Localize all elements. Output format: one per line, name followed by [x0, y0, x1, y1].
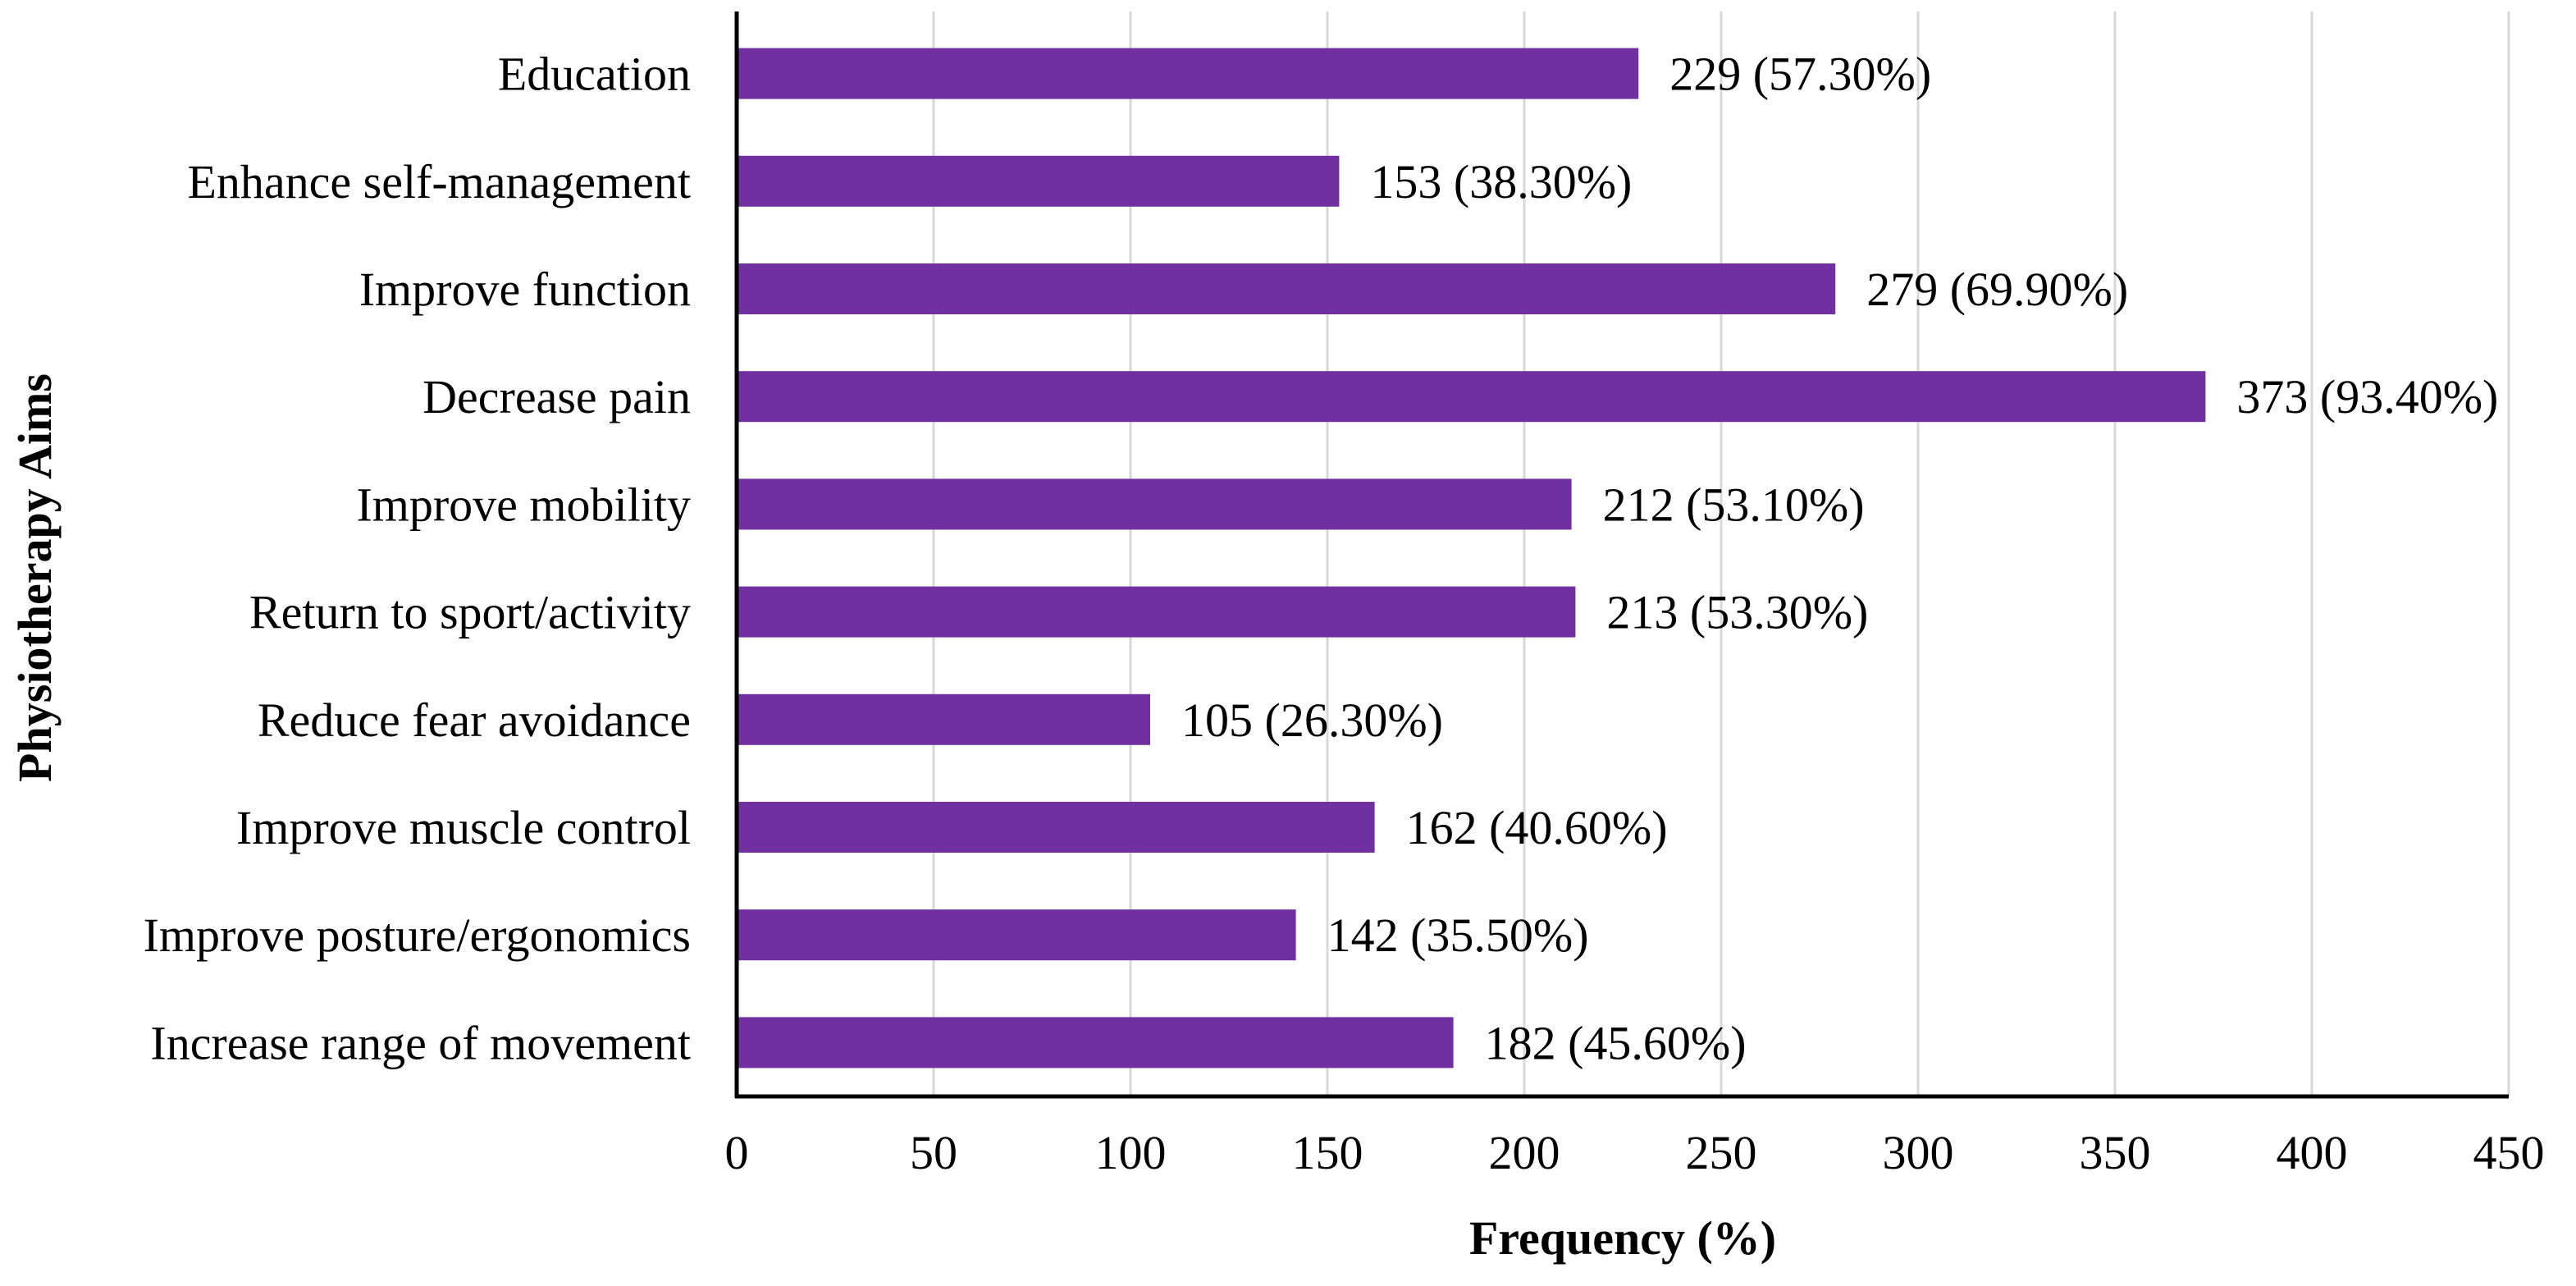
category-label: Improve function: [359, 263, 691, 316]
category-label: Improve posture/ergonomics: [144, 908, 691, 962]
y-axis-title: Physiotherapy Aims: [8, 373, 62, 782]
data-labels: 229 (57.30%) 153 (38.30%) 279 (69.90%) 373 …: [1181, 48, 2498, 1070]
x-tick-label: 200: [1489, 1126, 1560, 1179]
bar: [737, 1017, 1454, 1069]
category-label: Decrease pain: [422, 370, 691, 423]
bar: [737, 909, 1296, 961]
x-tick-label: 150: [1292, 1126, 1363, 1179]
x-tick-label: 450: [2473, 1126, 2545, 1179]
bar: [737, 155, 1340, 207]
category-label: Education: [498, 48, 691, 101]
category-label: Return to sport/activity: [249, 586, 691, 639]
bar: [737, 693, 1150, 745]
category-label: Improve mobility: [356, 478, 691, 531]
x-tick-label: 350: [2080, 1126, 2151, 1179]
x-tick-label: 50: [910, 1126, 957, 1179]
data-label: 373 (93.40%): [2236, 370, 2498, 423]
data-label: 162 (40.60%): [1406, 801, 1668, 854]
category-label: Improve muscle control: [236, 801, 691, 854]
bar: [737, 478, 1572, 530]
bar: [737, 48, 1639, 99]
category-label: Enhance self-management: [187, 155, 691, 208]
data-label: 279 (69.90%): [1866, 263, 2128, 316]
category-label: Increase range of movement: [150, 1016, 691, 1069]
x-tick-label: 250: [1686, 1126, 1757, 1179]
bar: [737, 371, 2206, 423]
data-label: 229 (57.30%): [1669, 48, 1931, 101]
x-tick-label: 100: [1095, 1126, 1167, 1179]
data-label: 142 (35.50%): [1327, 908, 1589, 962]
bar: [737, 263, 1836, 314]
category-label: Reduce fear avoidance: [258, 693, 691, 747]
data-label: 212 (53.10%): [1603, 478, 1865, 531]
data-label: 105 (26.30%): [1181, 693, 1443, 747]
x-tick-label: 400: [2277, 1126, 2348, 1179]
data-label: 213 (53.30%): [1606, 586, 1868, 639]
data-label: 153 (38.30%): [1370, 155, 1632, 208]
x-tick-label: 300: [1883, 1126, 1954, 1179]
x-tick-label: 0: [725, 1126, 749, 1179]
bar: [737, 802, 1375, 853]
axes: [734, 11, 2509, 1099]
category-labels: Education Enhance self-management Improve …: [144, 48, 691, 1070]
data-label: 182 (45.60%): [1485, 1016, 1747, 1069]
x-tick-labels: 0 50 100 150 200 250 300 350 400 450: [725, 1126, 2545, 1179]
bars: [737, 48, 2206, 1069]
x-axis-title: Frequency (%): [1469, 1211, 1776, 1265]
bar: [737, 586, 1576, 638]
